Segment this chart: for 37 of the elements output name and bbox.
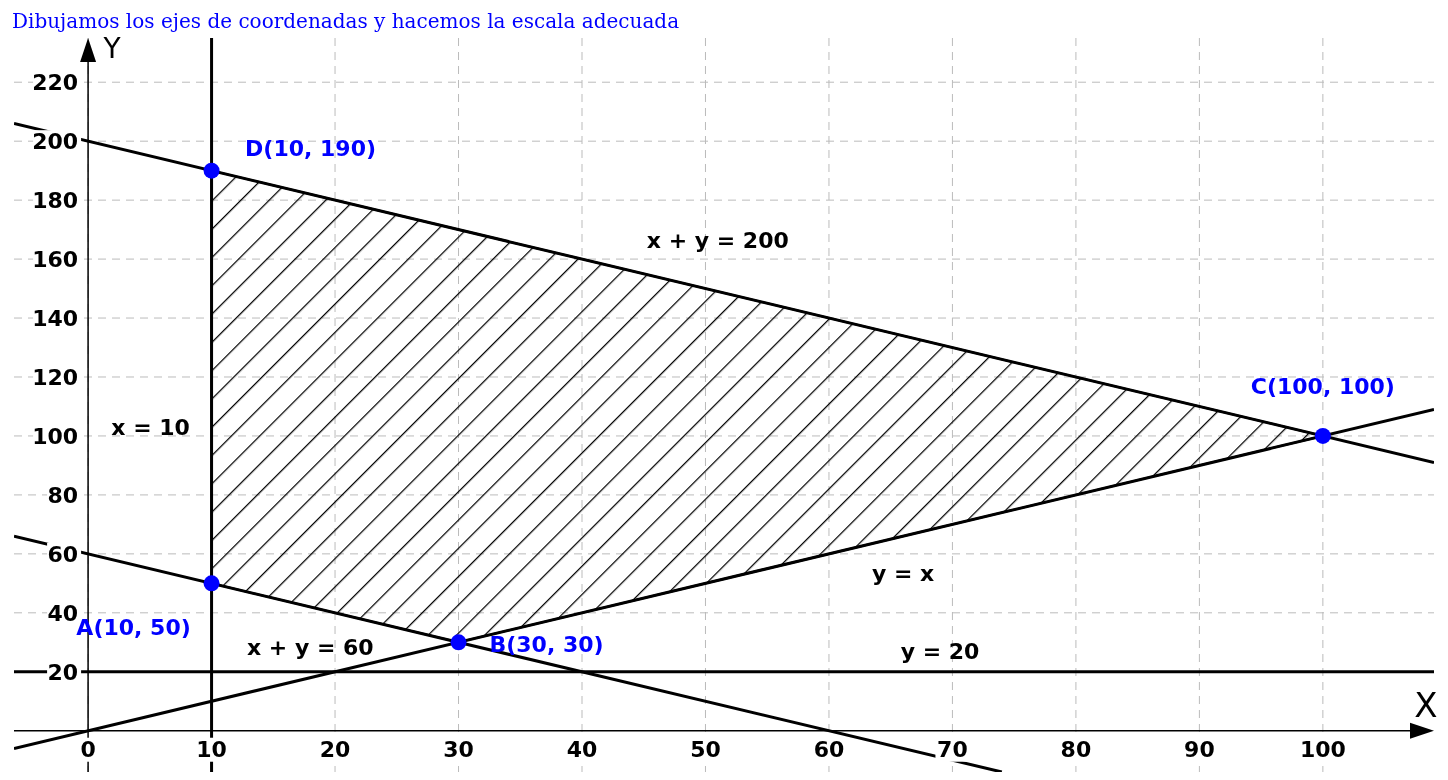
point bbox=[203, 575, 220, 592]
annotation: x + y = 200 bbox=[646, 227, 789, 253]
y-tick-label: 80 bbox=[47, 482, 79, 508]
x-tick-label: 50 bbox=[690, 736, 721, 762]
x-tick-label: 100 bbox=[1299, 736, 1346, 762]
x-axis-title: X bbox=[1414, 684, 1438, 725]
point bbox=[203, 162, 220, 179]
x-tick-label: 70 bbox=[937, 736, 968, 762]
y-tick-label: 160 bbox=[32, 247, 79, 273]
annotation: B(30, 30) bbox=[489, 632, 604, 658]
x-tick-label: 90 bbox=[1184, 736, 1215, 762]
annotation: y = x bbox=[871, 561, 935, 587]
y-tick-label: 120 bbox=[32, 365, 79, 390]
x-tick-label: 10 bbox=[196, 736, 227, 762]
annotation: x + y = 60 bbox=[247, 634, 374, 660]
annotation: C(100, 100) bbox=[1250, 373, 1395, 399]
x-tick-label: 60 bbox=[813, 736, 845, 762]
y-tick-label: 40 bbox=[47, 600, 79, 626]
x-tick-label: 40 bbox=[566, 736, 598, 762]
x-tick-label: 30 bbox=[443, 736, 474, 762]
y-tick-label: 220 bbox=[32, 70, 79, 96]
point bbox=[1314, 427, 1331, 444]
point bbox=[450, 634, 467, 651]
x-tick-label: 20 bbox=[319, 736, 351, 762]
chart-title: Dibujamos los ejes de coordenadas y hacemos la escala adecuada bbox=[12, 9, 680, 33]
y-tick-label: 60 bbox=[47, 541, 79, 567]
y-tick-label: 140 bbox=[32, 306, 79, 332]
y-tick-label: 200 bbox=[32, 129, 79, 155]
y-tick-label: 180 bbox=[32, 188, 79, 214]
y-axis-title: Y bbox=[102, 32, 122, 65]
annotation: D(10, 190) bbox=[245, 135, 377, 161]
annotation: x = 10 bbox=[111, 415, 190, 441]
y-tick-label: 20 bbox=[47, 659, 79, 685]
annotation: y = 20 bbox=[900, 638, 980, 664]
y-tick-label: 100 bbox=[32, 423, 79, 449]
x-tick-label: 80 bbox=[1060, 736, 1092, 762]
x-tick-label: 0 bbox=[80, 736, 96, 762]
